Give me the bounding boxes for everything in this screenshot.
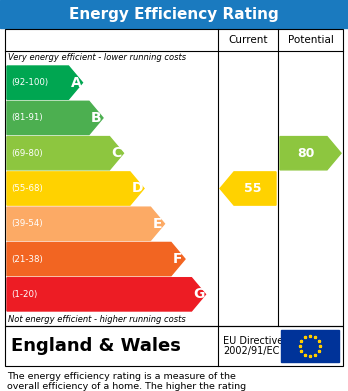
Text: 55: 55	[244, 182, 261, 195]
Polygon shape	[7, 136, 124, 170]
Polygon shape	[280, 136, 341, 170]
Polygon shape	[7, 278, 205, 311]
Polygon shape	[7, 66, 82, 99]
Text: England & Wales: England & Wales	[11, 337, 181, 355]
Text: (81-91): (81-91)	[11, 113, 42, 122]
Text: B: B	[91, 111, 102, 125]
Text: EU Directive: EU Directive	[223, 336, 283, 346]
Polygon shape	[220, 172, 276, 205]
Text: (55-68): (55-68)	[11, 184, 43, 193]
Polygon shape	[7, 207, 165, 240]
Polygon shape	[7, 172, 144, 205]
Polygon shape	[7, 101, 103, 135]
Polygon shape	[7, 242, 185, 276]
Bar	[281, 330, 339, 362]
Text: (92-100): (92-100)	[11, 78, 48, 87]
Text: E: E	[152, 217, 162, 231]
Text: C: C	[112, 146, 122, 160]
Text: D: D	[132, 181, 144, 196]
Text: (1-20): (1-20)	[11, 290, 37, 299]
Text: Very energy efficient - lower running costs: Very energy efficient - lower running co…	[8, 54, 186, 63]
Text: (39-54): (39-54)	[11, 219, 42, 228]
Text: Energy Efficiency Rating: Energy Efficiency Rating	[69, 7, 279, 22]
Text: 2002/91/EC: 2002/91/EC	[223, 346, 279, 356]
Text: Not energy efficient - higher running costs: Not energy efficient - higher running co…	[8, 314, 186, 323]
Text: A: A	[71, 75, 81, 90]
Text: (21-38): (21-38)	[11, 255, 43, 264]
Bar	[5, 29, 343, 326]
Text: Current: Current	[228, 35, 268, 45]
Text: (69-80): (69-80)	[11, 149, 42, 158]
Text: overall efficiency of a home. The higher the rating: overall efficiency of a home. The higher…	[7, 382, 246, 391]
Text: 80: 80	[297, 147, 315, 160]
Bar	[0, 0, 348, 28]
Bar	[5, 326, 343, 366]
Text: Potential: Potential	[287, 35, 333, 45]
Text: G: G	[193, 287, 205, 301]
Text: The energy efficiency rating is a measure of the: The energy efficiency rating is a measur…	[7, 372, 236, 381]
Text: F: F	[173, 252, 183, 266]
